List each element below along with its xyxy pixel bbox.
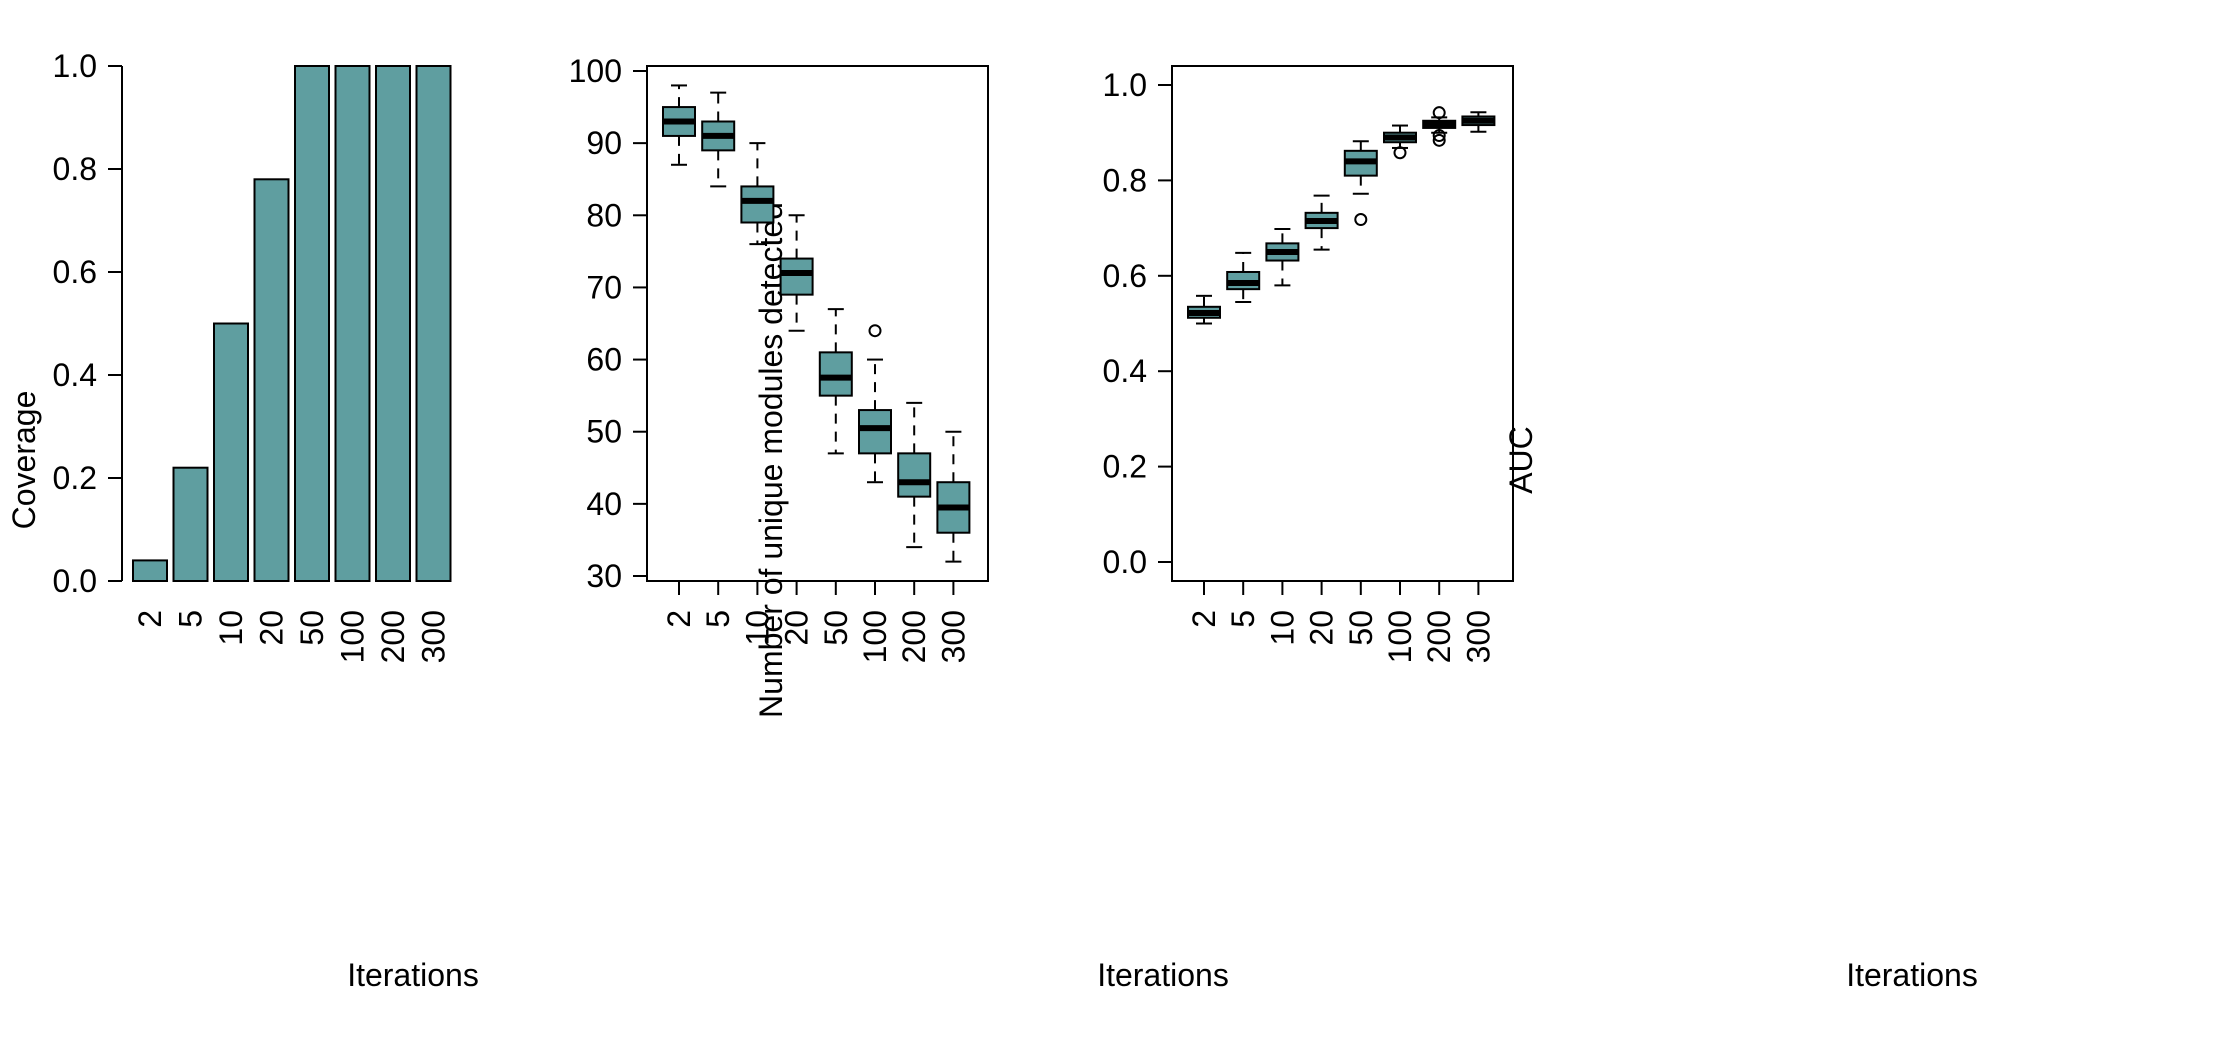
modules-outlier [868,324,882,338]
coverage-x-tick-label: 300 [416,610,452,663]
modules-box [858,409,892,455]
modules-x-tick-label: 20 [779,610,815,646]
coverage-bar [415,65,452,582]
modules-y-tick-label: 100 [569,53,622,89]
auc-x-tick-label: 5 [1225,610,1261,628]
modules-x-tick-label: 300 [935,610,971,663]
modules-x-tick-label: 2 [661,610,697,628]
coverage-x-tick-label: 50 [294,610,330,646]
auc-x-tick-label: 300 [1460,610,1496,663]
modules-y-tick-label: 40 [586,486,622,522]
coverage-bar [172,466,209,583]
coverage-bar [294,65,330,582]
coverage-ylabel: Coverage [6,391,42,530]
auc-box-plot: Iterations AUC 0.0 0.2 0.4 0.6 0.8 1.0 2 5 10 20 5… [1103,65,1978,993]
coverage-y-tick-label: 0.6 [53,254,97,290]
auc-x-tick-label: 20 [1304,610,1340,646]
coverage-x-tick-label: 20 [254,610,290,646]
auc-x-tick-label: 2 [1186,610,1222,628]
modules-y-tick-label: 70 [586,269,622,305]
auc-y-tick-label: 0.8 [1103,162,1147,198]
auc-y-tick-label: 0.6 [1103,258,1147,294]
modules-x-tick-label: 100 [857,610,893,663]
coverage-bar [334,65,371,582]
modules-box [818,351,853,397]
coverage-y-tick-label: 0.2 [53,460,97,496]
auc-y-tick-label: 0.2 [1103,449,1147,485]
coverage-bar-chart: Iterations Coverage 0.00.20.40.60.81.02 5… [6,48,479,993]
auc-outlier [1432,129,1446,143]
auc-y-tick-label: 0.4 [1103,353,1147,389]
coverage-x-tick-label: 100 [335,610,371,663]
auc-y-tick-label: 0.0 [1103,544,1147,580]
coverage-x-tick-label: 200 [375,610,411,663]
auc-x-tick-label: 10 [1264,610,1300,646]
modules-x-tick-label: 5 [700,610,736,628]
coverage-y-tick-label: 0.8 [53,151,97,187]
auc-y-tick-label: 1.0 [1103,67,1147,103]
auc-x-tick-label: 100 [1382,610,1418,663]
auc-plot-frame [1171,65,1514,582]
coverage-bar [132,559,168,583]
coverage-y-tick-label: 0.4 [53,357,97,393]
modules-y-tick-label: 90 [586,125,622,161]
modules-y-tick-label: 30 [586,558,622,594]
coverage-x-tick-label: 2 [132,610,168,628]
coverage-y-tick-label: 0.0 [53,563,97,599]
modules-box [779,257,814,296]
auc-outlier [1354,213,1368,227]
modules-y-tick-label: 80 [586,197,622,233]
auc-x-tick-label: 50 [1343,610,1379,646]
modules-x-tick-label: 50 [818,610,854,646]
auc-outlier [1432,133,1446,147]
auc-outlier [1393,146,1407,160]
modules-box [897,452,932,498]
modules-y-tick-label: 50 [586,414,622,450]
coverage-bar [375,65,411,582]
modules-x-tick-label: 10 [739,610,775,646]
coverage-xlabel: Iterations [347,957,479,993]
coverage-y-tick-label: 1.0 [53,48,97,84]
coverage-bar [213,322,249,582]
coverage-x-tick-label: 5 [173,610,209,628]
coverage-bar [253,178,290,583]
auc-x-tick-label: 200 [1421,610,1457,663]
coverage-x-tick-label: 10 [213,610,249,646]
modules-box-plot: Iterations Number of unique modules dete… [569,53,1229,993]
auc-ylabel: AUC [1503,426,1539,494]
modules-box [740,185,775,224]
auc-xlabel: Iterations [1846,957,1978,993]
modules-x-tick-label: 200 [896,610,932,663]
modules-xlabel: Iterations [1097,957,1229,993]
modules-y-tick-label: 60 [586,342,622,378]
auc-outlier [1432,106,1446,120]
